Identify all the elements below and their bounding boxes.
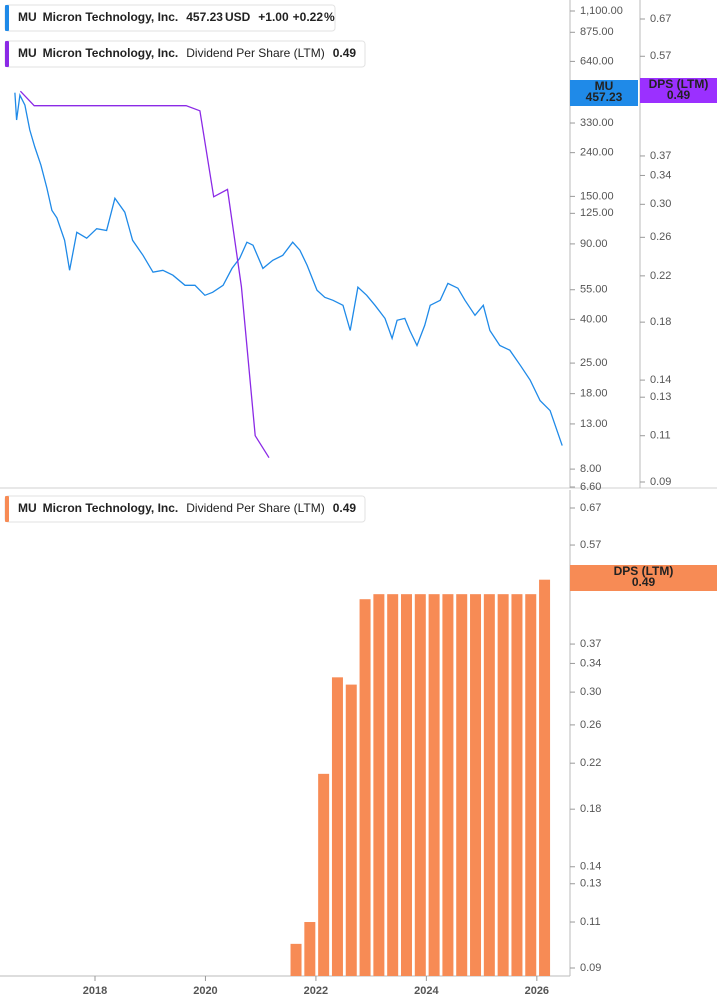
legend-text: Dividend Per Share (LTM) [186, 501, 325, 515]
y2-tick-label: 0.18 [650, 316, 671, 328]
y-tick-label: 0.09 [580, 962, 601, 974]
legend-text: 0.49 [333, 501, 357, 515]
y-tick-label: 150.00 [580, 190, 614, 202]
legend-stripe [5, 41, 9, 67]
bar [483, 594, 495, 976]
value-tag-value: 457.23 [586, 90, 623, 104]
y-tick-label: 0.26 [580, 719, 601, 731]
legend-stripe [5, 496, 9, 522]
y-tick-label: 40.00 [580, 313, 608, 325]
y2-tick-label: 0.13 [650, 391, 671, 403]
value-tag-label: DPS (LTM) [649, 77, 709, 91]
legend-text: +1.00 [258, 10, 289, 24]
y-tick-label: 13.00 [580, 418, 608, 430]
y2-tick-label: 0.30 [650, 198, 671, 210]
value-tag [640, 78, 717, 103]
legend-text: % [324, 10, 335, 24]
y-tick-label: 1,100.00 [580, 5, 623, 17]
x-tick-label: 2026 [525, 985, 549, 997]
y-tick-label: 0.34 [580, 657, 601, 669]
y2-tick-label: 0.22 [650, 270, 671, 282]
y-tick-label: 0.37 [580, 638, 601, 650]
value-tag-label: MU [595, 79, 614, 93]
y-tick-label: 0.18 [580, 803, 601, 815]
y-tick-label: 0.67 [580, 502, 601, 514]
legend-text: +0.22 [293, 10, 324, 24]
bar [442, 594, 454, 976]
value-tag-label: DPS (LTM) [614, 564, 674, 578]
x-tick-label: 2018 [83, 985, 107, 997]
y-tick-label: 25.00 [580, 357, 608, 369]
value-tag-value: 0.49 [667, 88, 691, 102]
y-tick-label: 330.00 [580, 117, 614, 129]
bar [456, 594, 468, 976]
series-line [19, 90, 270, 459]
bar [400, 594, 412, 976]
y-tick-label: 18.00 [580, 388, 608, 400]
y-tick-label: 0.11 [580, 916, 601, 928]
value-tag-value: 0.49 [632, 575, 656, 589]
legend-text: Micron Technology, Inc. [43, 501, 179, 515]
bar [497, 594, 509, 976]
y-tick-label: 640.00 [580, 55, 614, 67]
y-tick-label: 55.00 [580, 284, 608, 296]
bar [373, 594, 385, 976]
x-tick-label: 2022 [304, 985, 328, 997]
bar [525, 594, 537, 976]
y2-tick-label: 0.37 [650, 150, 671, 162]
y-tick-label: 0.22 [580, 757, 601, 769]
y2-tick-label: 0.14 [650, 374, 671, 386]
value-tag [570, 565, 717, 591]
bar [304, 922, 316, 976]
legend-text: Micron Technology, Inc. [43, 46, 179, 60]
y-tick-label: 90.00 [580, 238, 608, 250]
legend-text: Dividend Per Share (LTM) [186, 46, 325, 60]
legend-text: 0.49 [333, 46, 357, 60]
legend-text: Micron Technology, Inc. [43, 10, 179, 24]
bar [539, 579, 551, 976]
y2-tick-label: 0.57 [650, 50, 671, 62]
y-tick-label: 0.30 [580, 686, 601, 698]
bar [387, 594, 399, 976]
bar [318, 773, 330, 976]
x-tick-label: 2020 [193, 985, 217, 997]
y-tick-label: 0.57 [580, 539, 601, 551]
y2-tick-label: 0.34 [650, 169, 671, 181]
y-tick-label: 6.60 [580, 481, 601, 493]
y-tick-label: 0.13 [580, 878, 601, 890]
legend-text: 457.23 [186, 10, 223, 24]
y2-tick-label: 0.09 [650, 476, 671, 488]
y-tick-label: 240.00 [580, 147, 614, 159]
bar [470, 594, 482, 976]
x-tick-label: 2024 [414, 985, 439, 997]
bar [331, 677, 343, 976]
value-tag [570, 80, 638, 106]
y2-tick-label: 0.11 [650, 430, 671, 442]
bar [359, 599, 371, 976]
legend-text: MU [18, 10, 37, 24]
legend-stripe [5, 5, 9, 31]
y2-tick-label: 0.26 [650, 231, 671, 243]
legend-text: MU [18, 46, 37, 60]
y-tick-label: 8.00 [580, 463, 601, 475]
y-tick-label: 0.14 [580, 861, 601, 873]
bar [290, 943, 302, 976]
legend-text: MU [18, 501, 37, 515]
bar [414, 594, 426, 976]
bar [345, 684, 357, 976]
bar [428, 594, 440, 976]
legend-text: USD [225, 10, 251, 24]
y-tick-label: 125.00 [580, 207, 614, 219]
y-tick-label: 875.00 [580, 26, 614, 38]
y2-tick-label: 0.67 [650, 13, 671, 25]
bar [511, 594, 523, 976]
series-line [14, 92, 563, 446]
